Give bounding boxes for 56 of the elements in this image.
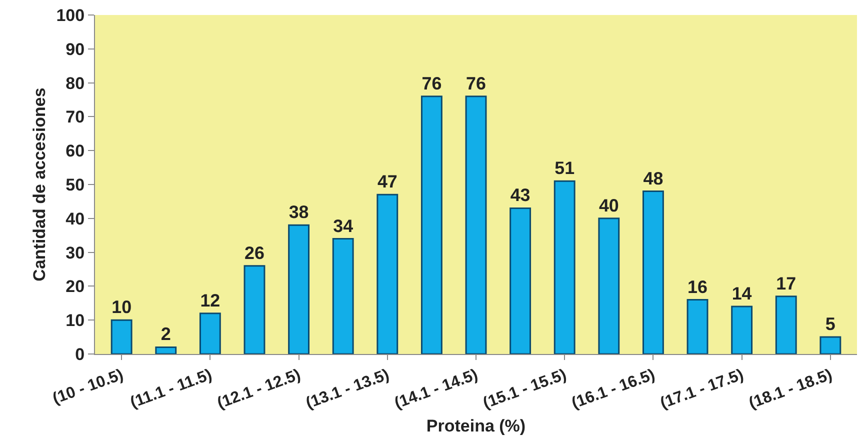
data-label: 43 bbox=[510, 185, 530, 206]
bar bbox=[376, 194, 398, 354]
y-tick-label: 40 bbox=[66, 209, 85, 228]
bar bbox=[110, 319, 132, 354]
x-tick-label: (12.1 - 12.5) bbox=[215, 366, 303, 412]
bar bbox=[288, 224, 310, 354]
data-label: 76 bbox=[422, 73, 442, 94]
data-label: 76 bbox=[466, 73, 486, 94]
y-axis-title: Cantidad de accesiones bbox=[30, 88, 49, 282]
data-label: 40 bbox=[598, 195, 619, 216]
bar bbox=[598, 218, 620, 354]
bar bbox=[775, 296, 797, 354]
bar bbox=[731, 306, 753, 354]
bar bbox=[554, 180, 576, 354]
data-label: 38 bbox=[288, 202, 309, 222]
data-label: 12 bbox=[200, 290, 220, 310]
x-tick-label: (10 - 10.5) bbox=[50, 366, 126, 408]
x-tick-label: (14.1 - 14.5) bbox=[392, 366, 480, 412]
bar bbox=[199, 312, 221, 354]
x-tick-label: (17.1 - 17.5) bbox=[658, 366, 746, 412]
bar bbox=[820, 336, 842, 354]
y-tick-label: 50 bbox=[66, 175, 85, 194]
data-label: 5 bbox=[825, 314, 836, 334]
y-tick-label: 20 bbox=[66, 277, 85, 296]
data-label: 10 bbox=[112, 297, 132, 318]
bar bbox=[465, 96, 487, 354]
bar bbox=[642, 190, 664, 354]
y-tick-label: 10 bbox=[66, 311, 85, 330]
bar bbox=[155, 346, 177, 354]
data-label: 16 bbox=[688, 276, 708, 297]
bar bbox=[244, 265, 266, 354]
y-tick-label: 100 bbox=[56, 6, 85, 25]
x-tick-label: (16.1 - 16.5) bbox=[570, 366, 658, 412]
x-tick-label: (15.1 - 15.5) bbox=[480, 366, 569, 412]
data-label: 17 bbox=[776, 273, 796, 294]
data-label: 14 bbox=[732, 284, 752, 304]
data-label: 47 bbox=[377, 172, 398, 192]
bar bbox=[332, 238, 354, 354]
y-tick-label: 0 bbox=[75, 344, 85, 364]
data-label: 26 bbox=[244, 242, 264, 263]
data-label: 2 bbox=[160, 324, 171, 344]
bar bbox=[510, 207, 532, 354]
x-axis-title: Proteina (%) bbox=[426, 416, 526, 436]
data-label: 51 bbox=[554, 158, 575, 178]
x-tick-label: (13.1 - 13.5) bbox=[304, 366, 392, 412]
data-label: 34 bbox=[333, 216, 354, 236]
y-tick-label: 60 bbox=[66, 142, 85, 161]
y-tick-label: 30 bbox=[66, 243, 85, 262]
y-tick-label: 80 bbox=[66, 74, 85, 93]
x-tick-label: (18.1 - 18.5) bbox=[746, 366, 835, 412]
y-tick-label: 90 bbox=[66, 40, 85, 59]
x-tick-label: (11.1 - 11.5) bbox=[128, 366, 214, 412]
bar bbox=[420, 96, 442, 354]
y-tick-label: 70 bbox=[66, 108, 85, 127]
data-label: 48 bbox=[643, 168, 664, 188]
bar bbox=[686, 299, 708, 354]
